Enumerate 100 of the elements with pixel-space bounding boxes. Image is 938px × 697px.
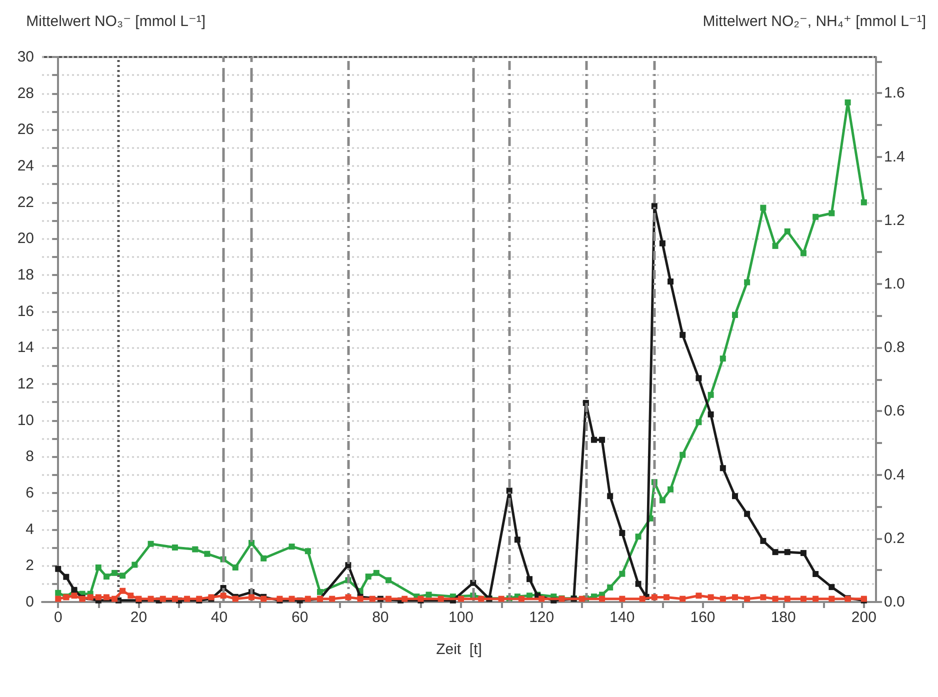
point bbox=[784, 549, 790, 556]
point bbox=[369, 596, 376, 602]
point bbox=[732, 594, 738, 600]
point bbox=[63, 574, 70, 580]
point bbox=[518, 596, 524, 602]
y2-tick-label: 1.6 bbox=[884, 84, 905, 102]
x-tick-label: 0 bbox=[54, 609, 62, 626]
point bbox=[458, 596, 464, 602]
x-tick-label: 120 bbox=[529, 609, 554, 626]
point bbox=[828, 584, 835, 590]
x-tick-label: 200 bbox=[851, 609, 876, 626]
point bbox=[71, 592, 78, 599]
point bbox=[128, 592, 134, 599]
y-tick-label: 18 bbox=[17, 266, 34, 284]
point bbox=[760, 594, 766, 600]
x-tick-label: 40 bbox=[210, 609, 228, 626]
y-tick-label: 8 bbox=[26, 448, 34, 466]
point bbox=[663, 594, 670, 600]
point bbox=[680, 332, 686, 338]
point bbox=[812, 571, 819, 578]
y-tick-label: 16 bbox=[17, 302, 34, 320]
point bbox=[744, 596, 750, 602]
point bbox=[478, 596, 484, 602]
point bbox=[812, 596, 819, 602]
y2-tick-label: 1.0 bbox=[884, 276, 905, 293]
y-tick-label: 4 bbox=[26, 520, 34, 538]
point bbox=[639, 596, 646, 602]
y-tick-label: 28 bbox=[17, 84, 34, 102]
x-tick-label: 20 bbox=[130, 609, 148, 626]
x-axis-title: Zeit [t] bbox=[436, 641, 482, 658]
point bbox=[55, 596, 62, 602]
point bbox=[696, 375, 702, 382]
y-tick-label: 0 bbox=[26, 594, 34, 610]
point bbox=[148, 596, 154, 602]
point bbox=[772, 549, 778, 556]
y-tick-label: 10 bbox=[17, 412, 34, 429]
point bbox=[760, 538, 766, 544]
y2-tick-label: 1.2 bbox=[884, 212, 905, 229]
y-axis-title: Mittelwert NO₃⁻ [mmol L⁻¹] bbox=[26, 13, 206, 30]
point bbox=[708, 594, 714, 600]
point bbox=[800, 550, 806, 556]
point bbox=[120, 588, 126, 594]
point bbox=[607, 493, 614, 500]
point bbox=[87, 594, 94, 600]
point bbox=[680, 596, 686, 602]
point bbox=[590, 436, 597, 443]
point bbox=[498, 596, 504, 602]
y-tick-label: 20 bbox=[17, 230, 34, 248]
x-tick-label: 160 bbox=[690, 609, 716, 626]
point bbox=[103, 594, 110, 600]
point bbox=[708, 411, 714, 418]
y2-tick-label: 0.8 bbox=[884, 339, 905, 356]
point bbox=[651, 594, 658, 600]
point bbox=[248, 594, 255, 600]
y2-tick-label: 0.6 bbox=[884, 402, 905, 420]
point bbox=[514, 536, 520, 543]
x-tick-label: 180 bbox=[770, 609, 796, 626]
point bbox=[288, 596, 295, 602]
point bbox=[304, 596, 311, 602]
point bbox=[538, 596, 545, 602]
y-tick-label: 2 bbox=[26, 557, 34, 574]
point bbox=[385, 596, 392, 602]
y-tick-label: 30 bbox=[17, 48, 34, 66]
point bbox=[784, 596, 790, 602]
point bbox=[619, 596, 626, 602]
y2-tick-label: 0.4 bbox=[884, 466, 905, 484]
point bbox=[55, 566, 62, 572]
y2-tick-label: 1.4 bbox=[884, 148, 905, 166]
point bbox=[800, 596, 806, 602]
point bbox=[526, 576, 533, 582]
x-tick-label: 60 bbox=[292, 609, 308, 626]
x-tick-label: 140 bbox=[610, 609, 635, 626]
point bbox=[112, 596, 118, 602]
point bbox=[668, 278, 674, 284]
y-tick-label: 6 bbox=[26, 484, 34, 502]
y2-axis-title: Mittelwert NO₂⁻, NH₄⁺ [mmol L⁻¹] bbox=[702, 13, 926, 30]
point bbox=[160, 596, 166, 602]
point bbox=[329, 596, 336, 602]
y2-tick-label: 0.2 bbox=[884, 530, 905, 547]
point bbox=[732, 493, 738, 500]
x-tick-label: 100 bbox=[448, 609, 474, 626]
point bbox=[578, 596, 585, 602]
point bbox=[172, 596, 178, 602]
point bbox=[220, 592, 226, 599]
point bbox=[345, 594, 352, 600]
point bbox=[659, 240, 666, 246]
point bbox=[828, 596, 835, 602]
point bbox=[184, 596, 190, 602]
point bbox=[635, 580, 642, 587]
point bbox=[402, 596, 408, 602]
x-tick-label: 80 bbox=[372, 609, 389, 626]
point bbox=[744, 510, 750, 517]
y-tick-label: 12 bbox=[17, 376, 34, 392]
point bbox=[772, 596, 778, 602]
y-tick-label: 24 bbox=[17, 158, 34, 174]
point bbox=[95, 594, 102, 600]
y-tick-label: 22 bbox=[17, 194, 34, 211]
point bbox=[696, 592, 702, 599]
point bbox=[599, 436, 606, 443]
point bbox=[720, 596, 726, 602]
